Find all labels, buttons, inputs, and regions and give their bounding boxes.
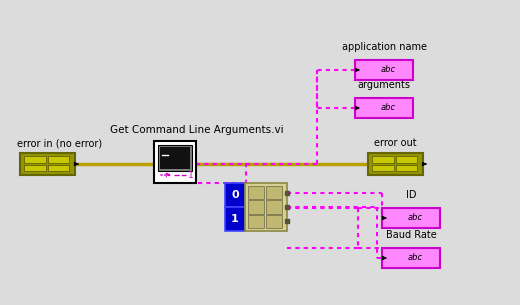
Bar xyxy=(245,183,287,231)
Text: application name: application name xyxy=(342,42,426,52)
Bar xyxy=(154,141,196,183)
Bar xyxy=(372,165,394,171)
Text: arguments: arguments xyxy=(358,80,410,90)
Bar xyxy=(248,200,264,214)
Text: 1: 1 xyxy=(231,214,239,224)
Bar xyxy=(248,215,264,228)
Bar xyxy=(355,60,413,80)
Bar xyxy=(266,200,282,214)
Bar xyxy=(248,186,264,199)
Bar xyxy=(158,145,192,171)
Text: Get Command Line Arguments.vi: Get Command Line Arguments.vi xyxy=(110,125,284,135)
Text: 0: 0 xyxy=(231,190,239,200)
Text: 1: 1 xyxy=(188,170,194,180)
Text: error out: error out xyxy=(374,138,417,148)
Bar xyxy=(225,207,245,231)
Bar xyxy=(48,165,69,171)
Bar xyxy=(24,165,46,171)
Text: abc: abc xyxy=(381,66,396,74)
Bar xyxy=(396,156,417,163)
Text: abc: abc xyxy=(408,253,423,263)
Bar xyxy=(382,248,440,268)
Bar xyxy=(372,156,394,163)
Text: error in (no error): error in (no error) xyxy=(18,138,102,148)
Bar xyxy=(355,98,413,118)
Bar xyxy=(160,147,190,169)
Bar xyxy=(48,156,69,163)
Text: Baud Rate: Baud Rate xyxy=(386,230,436,240)
Bar xyxy=(266,186,282,199)
Bar xyxy=(225,183,245,207)
Bar xyxy=(20,153,75,175)
Bar xyxy=(368,153,423,175)
Bar xyxy=(24,156,46,163)
Bar xyxy=(396,165,417,171)
Text: abc: abc xyxy=(408,214,423,223)
Text: abc: abc xyxy=(381,103,396,113)
Bar xyxy=(382,208,440,228)
Bar xyxy=(266,215,282,228)
Text: ID: ID xyxy=(406,190,416,200)
